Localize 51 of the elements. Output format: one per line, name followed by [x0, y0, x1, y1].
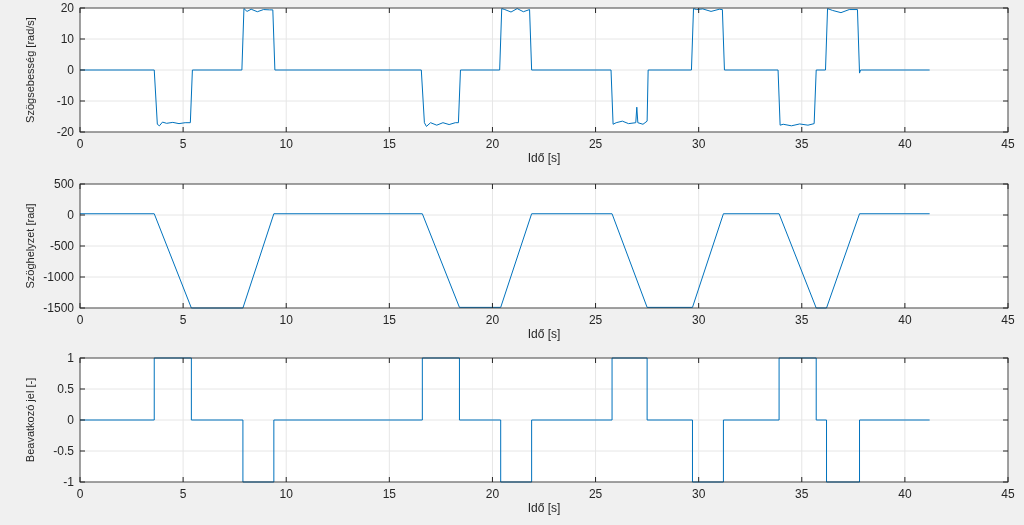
x-tick-label: 20: [485, 137, 500, 151]
y-tick-label: 1: [67, 351, 75, 365]
x-tick-label: 5: [179, 313, 187, 327]
x-tick-label: 5: [179, 137, 187, 151]
y-tick-label: 0.5: [57, 382, 75, 396]
x-tick-label: 20: [485, 313, 500, 327]
y-tick-label: 0: [67, 63, 75, 77]
y-axis-title: Szöghelyzet [rad]: [24, 203, 36, 289]
x-tick-label: 40: [898, 487, 912, 501]
x-tick-label: 25: [588, 313, 603, 327]
x-tick-label: 35: [795, 487, 809, 501]
y-tick-label: -1500: [43, 301, 75, 315]
y-tick-label: -500: [49, 239, 75, 253]
y-tick-label: -0.5: [53, 444, 75, 458]
y-tick-label: 0: [67, 413, 75, 427]
x-tick-label: 30: [691, 313, 706, 327]
x-tick-label: 15: [382, 137, 397, 151]
y-tick-label: 20: [60, 1, 75, 15]
x-tick-label: 10: [279, 487, 294, 501]
y-tick-label: 500: [53, 177, 75, 191]
x-tick-label: 35: [795, 313, 809, 327]
y-tick-label: -1: [63, 475, 75, 489]
y-axis-title: Szögsebesség [rad/s]: [24, 17, 36, 123]
y-tick-label: -1000: [43, 270, 75, 284]
x-tick-label: 25: [588, 487, 603, 501]
x-tick-label: 25: [588, 137, 603, 151]
x-axis-title: Idő [s]: [527, 327, 561, 341]
x-tick-label: 15: [382, 487, 397, 501]
x-tick-label: 15: [382, 313, 397, 327]
x-tick-label: 20: [485, 487, 500, 501]
x-tick-label: 0: [76, 137, 84, 151]
y-tick-label: -10: [56, 94, 75, 108]
x-axis-title: Idő [s]: [527, 151, 561, 165]
x-tick-label: 0: [76, 487, 84, 501]
x-tick-label: 10: [279, 137, 294, 151]
y-tick-label: -20: [56, 125, 75, 139]
x-tick-label: 0: [76, 313, 84, 327]
x-tick-label: 35: [795, 137, 809, 151]
x-tick-label: 45: [1001, 487, 1015, 501]
x-tick-label: 40: [898, 313, 912, 327]
x-tick-label: 5: [179, 487, 187, 501]
x-tick-label: 30: [691, 137, 706, 151]
x-tick-label: 45: [1001, 137, 1015, 151]
x-tick-label: 10: [279, 313, 294, 327]
x-axis-title: Idő [s]: [527, 501, 561, 515]
x-tick-label: 30: [691, 487, 706, 501]
y-tick-label: 0: [67, 208, 75, 222]
y-tick-label: 10: [60, 32, 75, 46]
x-tick-label: 45: [1001, 313, 1015, 327]
x-tick-label: 40: [898, 137, 912, 151]
y-axis-title: Beavatkozó jel [-]: [24, 377, 36, 463]
